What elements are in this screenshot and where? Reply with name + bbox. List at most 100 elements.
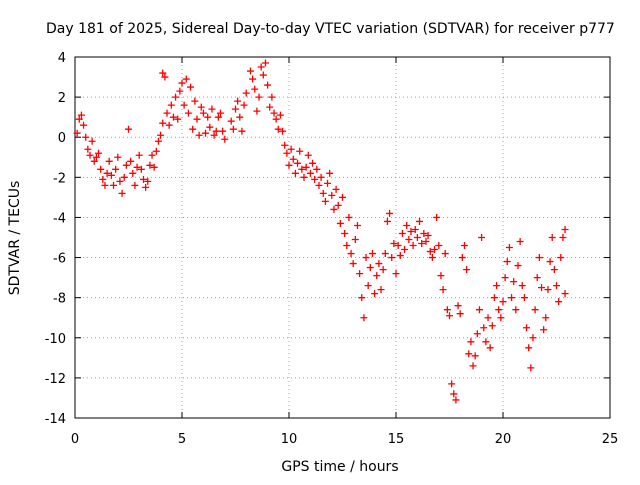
data-point-marker [105,157,113,165]
data-point-marker [398,229,406,237]
y-axis-label: SDTVAR / TECUs [7,181,23,296]
data-point-marker [317,173,325,181]
data-point-marker [88,137,96,145]
data-point-marker [304,151,312,159]
data-point-marker [236,113,244,121]
data-point-marker [309,159,317,167]
data-point-marker [234,97,242,105]
data-point-marker [360,314,368,322]
data-point-marker [452,396,460,404]
data-point-marker [193,115,201,123]
data-point-marker [101,181,109,189]
x-tick-label: 25 [602,432,619,447]
data-point-marker [505,244,513,252]
data-point-marker [289,155,297,163]
grid-layer [75,57,610,418]
data-point-marker [110,181,118,189]
data-point-marker [388,254,396,262]
data-point-marker [232,105,239,113]
data-point-marker [208,105,216,113]
data-point-marker [401,246,409,254]
data-point-marker [195,131,203,139]
data-point-marker [77,111,85,119]
data-point-marker [418,240,426,248]
data-point-marker [212,127,220,135]
data-point-marker [484,314,492,322]
data-point-marker [516,238,524,246]
data-point-marker [249,75,257,83]
data-point-marker [341,229,349,237]
data-point-marker [405,236,413,244]
data-point-marker [279,127,287,135]
data-point-marker [488,322,496,330]
data-point-marker [159,69,167,77]
y-tick-label: -14 [45,412,66,427]
data-point-marker [426,248,434,256]
data-point-marker [540,326,548,334]
data-point-marker [238,127,246,135]
data-point-marker [189,125,197,133]
data-point-marker [107,171,115,179]
data-point-marker [120,173,128,181]
data-point-marker [229,125,237,133]
data-point-marker [150,163,158,171]
data-point-marker [159,119,167,127]
data-point-marker [448,380,456,388]
data-point-marker [157,131,165,139]
data-point-marker [187,83,195,91]
data-point-marker [137,165,145,173]
data-point-marker [435,242,443,250]
data-point-marker [525,344,533,352]
data-point-marker [441,250,449,258]
data-point-marker [122,161,130,169]
data-point-marker [99,175,107,183]
chart-title: Day 181 of 2025, Sidereal Day-to-day VTE… [46,21,615,37]
x-tick-label: 5 [178,432,186,447]
data-point-marker [345,213,353,221]
data-point-marker [499,298,507,306]
data-point-marker [364,282,372,290]
data-point-marker [148,151,156,159]
data-point-marker [518,282,526,290]
data-point-marker [339,193,346,201]
data-point-marker [127,157,135,165]
data-point-marker [411,225,419,233]
data-point-marker [116,177,124,185]
data-point-marker [180,101,188,109]
data-point-marker [328,191,336,199]
data-point-marker [493,282,501,290]
data-point-marker [456,310,464,318]
data-point-marker [347,250,355,258]
data-point-marker [313,165,321,173]
data-point-marker [191,97,199,105]
y-tick-label: 4 [58,51,66,66]
data-point-marker [144,177,152,185]
data-point-marker [561,225,569,233]
data-point-marker [535,254,543,262]
data-point-marker [202,129,210,137]
data-point-marker [103,169,111,177]
data-point-marker [95,149,103,157]
data-point-marker [255,93,263,101]
data-point-marker [167,101,175,109]
data-point-marker [261,59,269,67]
data-point-marker [446,312,453,320]
data-point-marker [431,246,439,254]
data-point-marker [366,264,374,272]
data-point-marker [199,109,207,117]
data-point-marker [478,234,486,241]
data-point-marker [291,169,299,177]
data-point-marker [379,266,387,274]
data-point-marker [473,330,481,338]
data-point-marker [259,71,267,79]
data-point-marker [497,314,505,322]
x-tick-label: 0 [71,432,79,447]
data-point-marker [501,274,509,282]
data-point-marker [433,213,441,221]
data-point-marker [90,157,98,165]
data-point-marker [482,338,490,346]
data-point-marker [330,205,338,213]
data-point-marker [184,109,192,117]
data-point-marker [471,352,479,360]
